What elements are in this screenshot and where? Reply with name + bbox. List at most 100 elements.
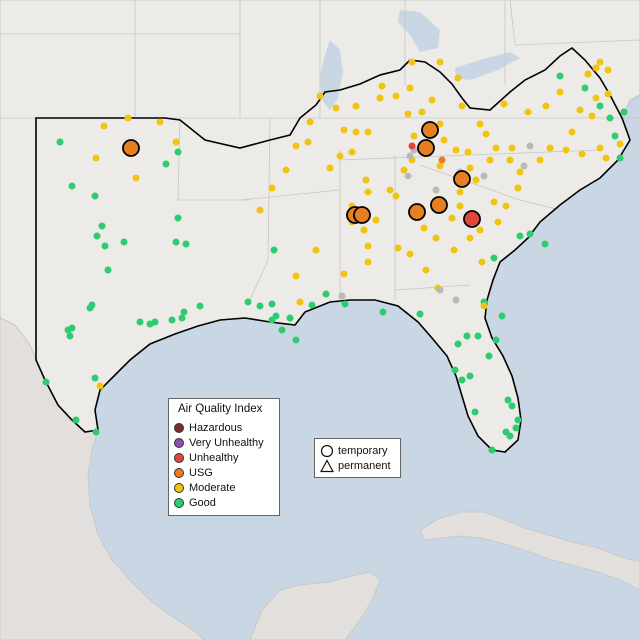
monitor-point[interactable] bbox=[471, 408, 479, 416]
monitor-point[interactable] bbox=[386, 186, 394, 194]
monitor-point[interactable] bbox=[256, 206, 264, 214]
monitor-point[interactable] bbox=[418, 108, 426, 116]
monitor-point[interactable] bbox=[616, 154, 624, 162]
monitor-point[interactable] bbox=[336, 152, 344, 160]
monitor-point[interactable] bbox=[100, 122, 108, 130]
monitor-point[interactable] bbox=[392, 92, 400, 100]
monitor-point[interactable] bbox=[526, 230, 534, 238]
monitor-point[interactable] bbox=[611, 132, 619, 140]
monitor-point[interactable] bbox=[428, 96, 436, 104]
monitor-point[interactable] bbox=[456, 188, 464, 196]
monitor-point[interactable] bbox=[506, 156, 514, 164]
monitor-point-highlighted[interactable] bbox=[417, 139, 435, 157]
monitor-point[interactable] bbox=[480, 172, 488, 180]
monitor-point[interactable] bbox=[91, 192, 99, 200]
monitor-point[interactable] bbox=[352, 128, 360, 136]
monitor-point[interactable] bbox=[104, 266, 112, 274]
monitor-point[interactable] bbox=[292, 336, 300, 344]
monitor-point[interactable] bbox=[364, 258, 372, 266]
monitor-point[interactable] bbox=[56, 138, 64, 146]
monitor-point[interactable] bbox=[422, 266, 430, 274]
monitor-point-highlighted[interactable] bbox=[353, 206, 371, 224]
monitor-point[interactable] bbox=[542, 102, 550, 110]
monitor-point[interactable] bbox=[436, 120, 444, 128]
monitor-point[interactable] bbox=[588, 112, 596, 120]
monitor-point[interactable] bbox=[341, 300, 349, 308]
monitor-point[interactable] bbox=[490, 254, 498, 262]
monitor-point[interactable] bbox=[306, 118, 314, 126]
monitor-point[interactable] bbox=[476, 120, 484, 128]
monitor-point[interactable] bbox=[466, 234, 474, 242]
monitor-point[interactable] bbox=[474, 332, 482, 340]
monitor-point[interactable] bbox=[451, 366, 459, 374]
monitor-point[interactable] bbox=[364, 242, 372, 250]
monitor-point[interactable] bbox=[136, 318, 144, 326]
monitor-point[interactable] bbox=[616, 140, 624, 148]
monitor-point[interactable] bbox=[379, 308, 387, 316]
monitor-point[interactable] bbox=[516, 232, 524, 240]
monitor-point[interactable] bbox=[464, 148, 472, 156]
monitor-point[interactable] bbox=[436, 286, 444, 294]
monitor-point[interactable] bbox=[520, 162, 528, 170]
monitor-point[interactable] bbox=[592, 64, 600, 72]
monitor-point[interactable] bbox=[504, 396, 512, 404]
monitor-point[interactable] bbox=[452, 146, 460, 154]
monitor-point[interactable] bbox=[364, 188, 372, 196]
monitor-point[interactable] bbox=[394, 244, 402, 252]
monitor-point[interactable] bbox=[244, 298, 252, 306]
monitor-point-highlighted[interactable] bbox=[408, 203, 426, 221]
monitor-point[interactable] bbox=[268, 316, 276, 324]
monitor-point[interactable] bbox=[436, 162, 444, 170]
monitor-point[interactable] bbox=[438, 156, 446, 164]
monitor-point[interactable] bbox=[492, 336, 500, 344]
monitor-point[interactable] bbox=[93, 232, 101, 240]
monitor-point[interactable] bbox=[406, 250, 414, 258]
monitor-point[interactable] bbox=[400, 166, 408, 174]
monitor-point[interactable] bbox=[326, 164, 334, 172]
monitor-point[interactable] bbox=[576, 106, 584, 114]
monitor-point[interactable] bbox=[456, 202, 464, 210]
monitor-point[interactable] bbox=[404, 110, 412, 118]
monitor-point[interactable] bbox=[541, 240, 549, 248]
monitor-point-highlighted[interactable] bbox=[122, 139, 140, 157]
monitor-point[interactable] bbox=[432, 186, 440, 194]
monitor-point[interactable] bbox=[466, 372, 474, 380]
monitor-point[interactable] bbox=[376, 94, 384, 102]
monitor-point[interactable] bbox=[364, 128, 372, 136]
monitor-point-highlighted[interactable] bbox=[453, 170, 471, 188]
monitor-point[interactable] bbox=[86, 304, 94, 312]
monitor-point[interactable] bbox=[96, 382, 104, 390]
monitor-point[interactable] bbox=[98, 222, 106, 230]
monitor-point[interactable] bbox=[420, 224, 428, 232]
monitor-point[interactable] bbox=[458, 102, 466, 110]
monitor-point[interactable] bbox=[338, 292, 346, 300]
monitor-point[interactable] bbox=[406, 152, 414, 160]
monitor-point[interactable] bbox=[581, 84, 589, 92]
monitor-point[interactable] bbox=[178, 314, 186, 322]
monitor-point[interactable] bbox=[486, 156, 494, 164]
monitor-point[interactable] bbox=[526, 142, 534, 150]
monitor-point[interactable] bbox=[516, 168, 524, 176]
monitor-point[interactable] bbox=[502, 202, 510, 210]
monitor-point[interactable] bbox=[485, 352, 493, 360]
monitor-point[interactable] bbox=[42, 378, 50, 386]
monitor-point[interactable] bbox=[91, 374, 99, 382]
monitor-point[interactable] bbox=[514, 184, 522, 192]
monitor-point[interactable] bbox=[268, 184, 276, 192]
monitor-point[interactable] bbox=[436, 58, 444, 66]
monitor-point[interactable] bbox=[352, 102, 360, 110]
monitor-point[interactable] bbox=[132, 174, 140, 182]
monitor-point[interactable] bbox=[498, 312, 506, 320]
monitor-point[interactable] bbox=[488, 446, 496, 454]
monitor-point[interactable] bbox=[596, 58, 604, 66]
monitor-point[interactable] bbox=[348, 148, 356, 156]
monitor-point[interactable] bbox=[196, 302, 204, 310]
monitor-point[interactable] bbox=[408, 58, 416, 66]
monitor-point[interactable] bbox=[562, 146, 570, 154]
monitor-point[interactable] bbox=[282, 166, 290, 174]
monitor-point[interactable] bbox=[568, 128, 576, 136]
monitor-point[interactable] bbox=[448, 214, 456, 222]
monitor-point[interactable] bbox=[372, 216, 380, 224]
monitor-point[interactable] bbox=[92, 154, 100, 162]
monitor-point[interactable] bbox=[72, 416, 80, 424]
